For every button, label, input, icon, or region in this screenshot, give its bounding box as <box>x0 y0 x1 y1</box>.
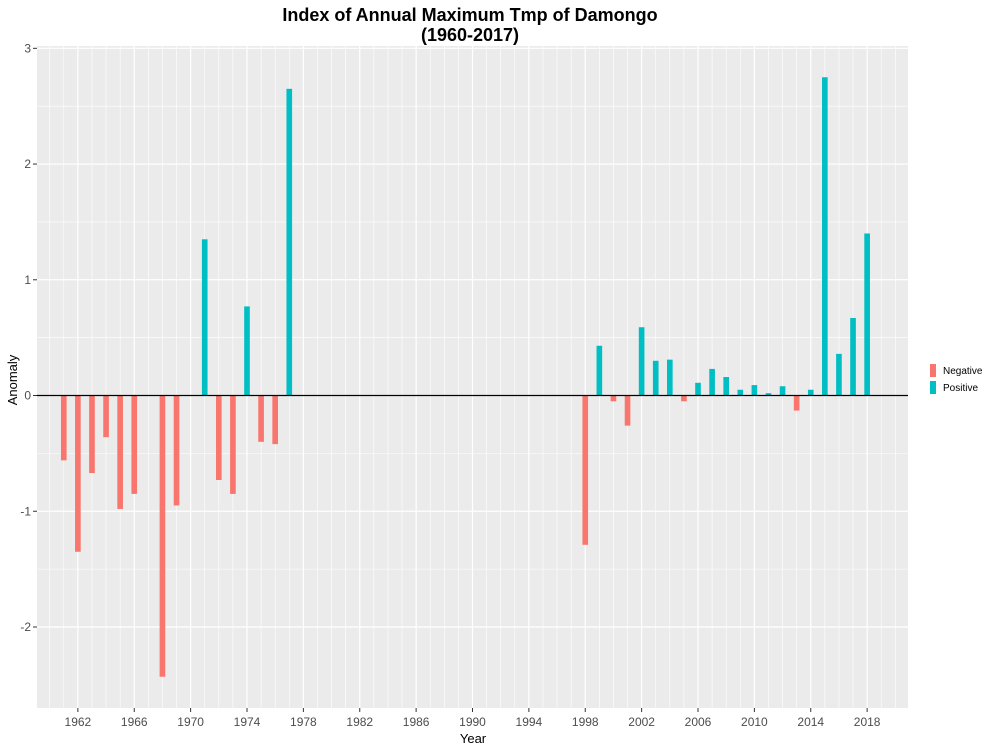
bar-2009 <box>737 389 744 396</box>
x-tick-label: 1990 <box>459 715 486 729</box>
bar-2017 <box>850 317 856 396</box>
bar-1963 <box>89 395 95 474</box>
legend-key-positive <box>930 381 936 394</box>
x-tick-label: 1998 <box>572 715 599 729</box>
bar-2013 <box>793 395 800 411</box>
x-tick-label: 2018 <box>854 715 881 729</box>
x-tick-label: 1966 <box>121 715 148 729</box>
bar-1977 <box>286 88 293 396</box>
bar-2015 <box>822 77 828 396</box>
bar-1973 <box>230 395 236 494</box>
x-tick-label: 1974 <box>234 715 261 729</box>
bar-1962 <box>75 395 81 552</box>
y-tick-label: 2 <box>24 157 31 171</box>
x-tick-label: 1986 <box>403 715 430 729</box>
bar-2003 <box>652 360 659 396</box>
x-tick-label: 1962 <box>65 715 92 729</box>
y-axis: -2 -1 0 1 2 3 <box>20 41 37 634</box>
bar-1965 <box>117 395 123 509</box>
y-tick-label: 3 <box>24 41 31 55</box>
bar-1975 <box>258 395 264 442</box>
bar-1966 <box>131 395 138 494</box>
chart-title-line2: (1960-2017) <box>421 25 519 45</box>
bar-1968 <box>159 395 166 677</box>
x-axis-title: Year <box>460 731 487 746</box>
bar-2012 <box>779 386 786 396</box>
bar-2007 <box>709 368 715 396</box>
bar-2005 <box>681 395 687 402</box>
legend-label-positive: Positive <box>943 383 978 394</box>
chart-title-line1: Index of Annual Maximum Tmp of Damongo <box>282 5 657 25</box>
y-tick-label: -1 <box>20 504 31 518</box>
bars <box>60 77 870 677</box>
legend-label-negative: Negative <box>943 366 983 377</box>
legend: Negative Positive <box>930 364 983 394</box>
bar-2010 <box>751 385 758 396</box>
y-axis-title: Anomaly <box>5 354 20 405</box>
bar-2004 <box>666 359 673 396</box>
y-tick-label: 1 <box>24 273 31 287</box>
x-tick-label: 2006 <box>685 715 712 729</box>
x-tick-label: 1994 <box>516 715 543 729</box>
bar-1971 <box>201 239 208 396</box>
bar-2016 <box>836 353 842 396</box>
x-tick-label: 2002 <box>628 715 655 729</box>
bar-2001 <box>624 395 631 426</box>
bar-1964 <box>103 395 109 438</box>
bar-2011 <box>765 393 772 396</box>
bar-2006 <box>695 382 701 396</box>
bar-1972 <box>215 395 222 481</box>
bar-1998 <box>582 395 589 545</box>
bar-2018 <box>864 233 870 396</box>
x-tick-label: 1970 <box>177 715 204 729</box>
bar-1961 <box>60 395 67 461</box>
legend-key-negative <box>930 364 936 377</box>
bar-1976 <box>272 395 279 445</box>
x-tick-label: 2010 <box>741 715 768 729</box>
bar-1999 <box>596 345 603 396</box>
bar-2014 <box>807 389 814 396</box>
y-tick-label: 0 <box>24 389 31 403</box>
bar-2000 <box>610 395 617 402</box>
bar-2002 <box>638 327 645 396</box>
bar-1974 <box>244 306 250 396</box>
x-axis: 1962 1966 1970 1974 1978 1982 1986 1990 1994 1998… <box>65 708 881 729</box>
bar-2008 <box>723 377 730 396</box>
x-tick-label: 2014 <box>797 715 824 729</box>
x-tick-label: 1978 <box>290 715 317 729</box>
y-tick-label: -2 <box>20 620 31 634</box>
bar-1969 <box>173 395 180 506</box>
x-tick-label: 1982 <box>346 715 373 729</box>
